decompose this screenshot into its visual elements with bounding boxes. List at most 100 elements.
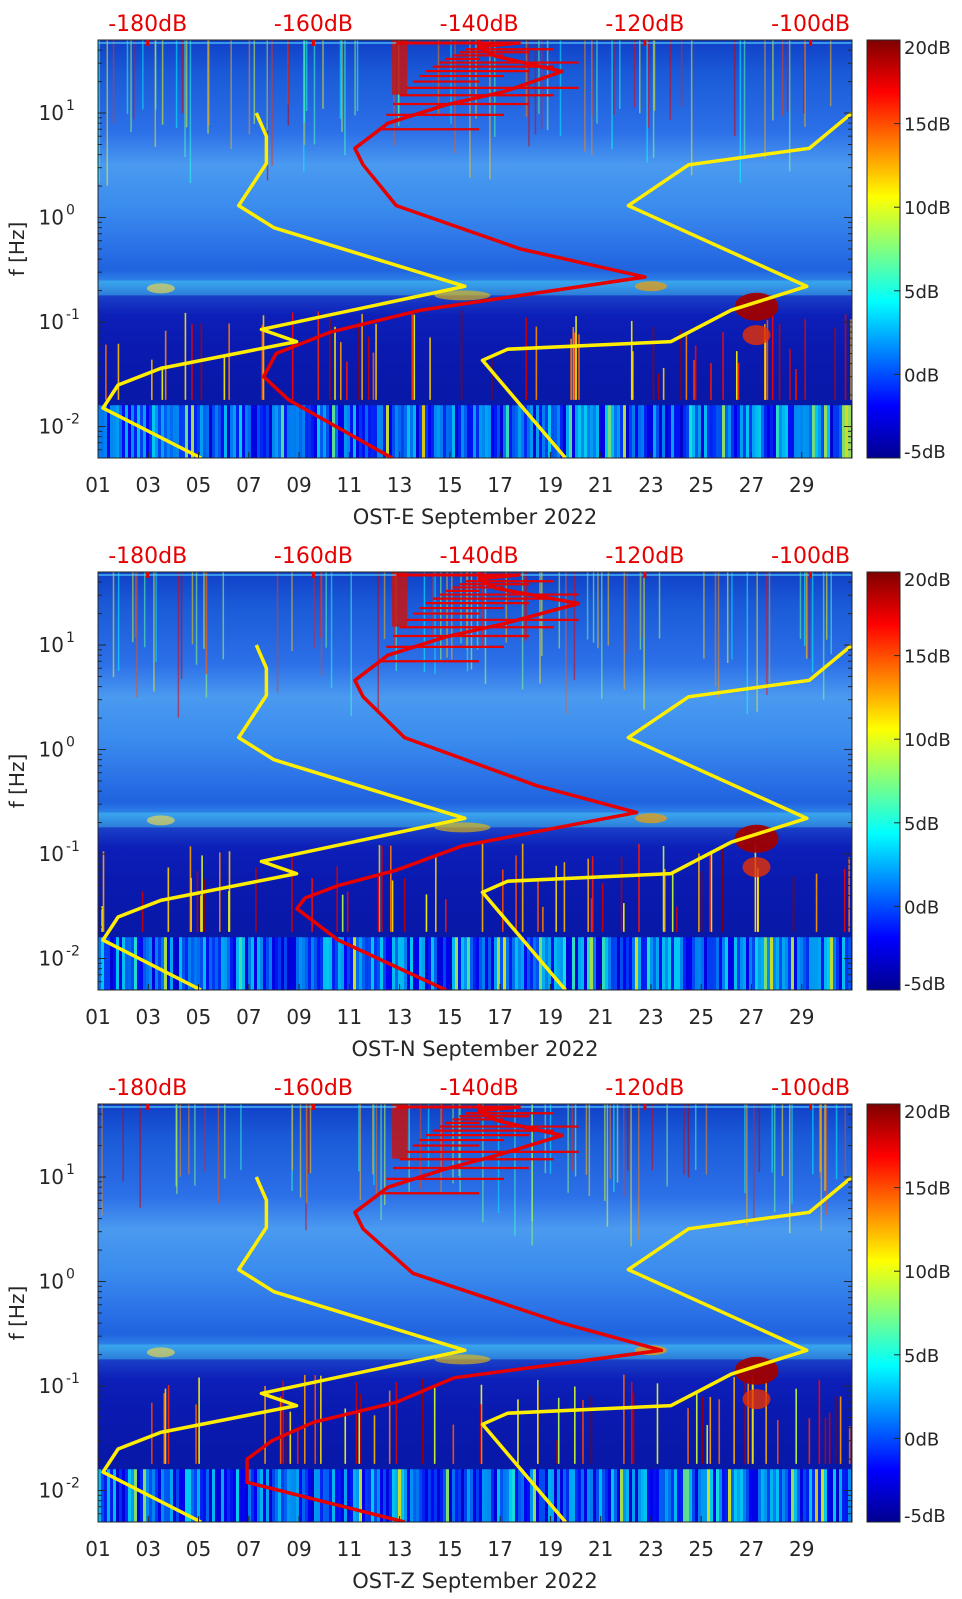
heatmap-low-band-column (245, 1469, 248, 1522)
top-db-tick-label: -140dB (440, 1076, 519, 1101)
heatmap-low-band-column (200, 937, 203, 990)
heatmap-low-band-column (194, 1469, 197, 1522)
heatmap-hf-streak (803, 572, 806, 646)
heatmap-transient-streak (808, 1418, 811, 1464)
heatmap-hf-streak (627, 1104, 629, 1171)
top-db-tick-label: -140dB (440, 12, 519, 37)
heatmap-hf-streak (574, 1104, 577, 1177)
spectrogram-heatmap (98, 1104, 852, 1522)
heatmap-low-band-column (119, 405, 122, 458)
heatmap-low-band-column (653, 1469, 656, 1522)
heatmap-transient-streak (264, 1385, 266, 1464)
heatmap-transient-streak (296, 1428, 299, 1464)
heatmap-low-band-column (233, 937, 236, 990)
colorbar-tick-label: 0dB (904, 365, 939, 386)
heatmap-transient-streak (795, 369, 797, 400)
heatmap-low-band-column (359, 937, 362, 990)
heatmap-low-band-column (488, 937, 491, 990)
heatmap-low-band-column (203, 1469, 206, 1522)
heatmap-hf-streak (434, 572, 436, 675)
y-tick-exponent: 1 (66, 98, 75, 114)
heatmap-low-band-column (449, 405, 452, 458)
heatmap-transient-streak (303, 1374, 306, 1464)
heatmap-low-band-column (266, 1469, 269, 1522)
heatmap-low-band-column (539, 1469, 542, 1522)
heatmap-transient-streak (429, 337, 431, 400)
heatmap-low-band-column (794, 937, 797, 990)
heatmap-low-band-column (530, 1469, 533, 1522)
heatmap-low-band-column (566, 1469, 569, 1522)
heatmap-low-band-column (680, 405, 683, 458)
heatmap-transient-streak (358, 322, 360, 400)
heatmap-low-band-column (251, 937, 254, 990)
heatmap-low-band-column (236, 1469, 239, 1522)
heatmap-low-band-column (746, 405, 749, 458)
heatmap-low-band-column (101, 405, 104, 458)
heatmap-low-band-column (446, 937, 449, 990)
heatmap-event-block (392, 572, 408, 627)
heatmap-low-band-column (641, 937, 644, 990)
heatmap-low-band-column (683, 1469, 686, 1522)
heatmap-low-band-column (818, 937, 821, 990)
heatmap-low-band-column (782, 1469, 785, 1522)
heatmap-low-band-column (164, 1469, 167, 1522)
heatmap-low-band-column (824, 937, 827, 990)
heatmap-transient-streak (515, 855, 517, 932)
heatmap-low-band-column (389, 1469, 392, 1522)
x-tick-label: 27 (739, 1537, 764, 1561)
heatmap-low-band-column (515, 1469, 518, 1522)
heatmap-transient-streak (422, 1378, 424, 1464)
heatmap-low-band-column (254, 405, 257, 458)
heatmap-low-band-column (311, 937, 314, 990)
heatmap-low-band-column (497, 937, 500, 990)
heatmap-low-band-column (239, 1469, 242, 1522)
curve-layer (101, 573, 852, 990)
heatmap-low-band-column (647, 937, 650, 990)
heatmap-low-band-column (752, 1469, 755, 1522)
heatmap-transient-streak (706, 1424, 709, 1464)
colorbar-tick-label: 20dB (904, 1102, 951, 1123)
heatmap-transient-streak (556, 1440, 558, 1464)
heatmap-low-band-column (587, 937, 590, 990)
heatmap-low-band-column (599, 405, 602, 458)
y-tick-label: 10 (39, 415, 64, 439)
heatmap-low-band-column (830, 405, 833, 458)
heatmap-low-band-column (755, 937, 758, 990)
heatmap-low-band-column (110, 405, 113, 458)
heatmap-low-band-column (335, 405, 338, 458)
heatmap-low-band-column (209, 405, 212, 458)
heatmap-low-band-column (107, 937, 110, 990)
heatmap-hf-streak (803, 40, 805, 114)
heatmap-low-band-column (242, 937, 245, 990)
heatmap-low-band-column (353, 1469, 356, 1522)
heatmap-low-band-column (626, 1469, 629, 1522)
heatmap-low-band-column (503, 405, 506, 458)
heatmap-low-band-column (554, 937, 557, 990)
heatmap-hf-streak (772, 40, 774, 121)
heatmap-low-band-column (332, 1469, 335, 1522)
heatmap-transient-streak (196, 870, 199, 932)
heatmap-transient-streak (764, 340, 767, 400)
heatmap-low-band-column (218, 405, 221, 458)
heatmap-transient-streak (657, 373, 660, 400)
heatmap-low-band-column (128, 405, 131, 458)
heatmap-low-band-column (377, 1469, 380, 1522)
heatmap-low-band-column (320, 1469, 323, 1522)
heatmap-low-band-column (581, 937, 584, 990)
heatmap-low-band-column (659, 1469, 662, 1522)
heatmap-transient-streak (587, 858, 590, 932)
heatmap-hf-streak (372, 1104, 374, 1175)
heatmap-low-band-column (314, 1469, 317, 1522)
heatmap-low-band-column (569, 405, 572, 458)
heatmap-hf-streak (812, 1104, 814, 1175)
heatmap-low-band-column (383, 937, 386, 990)
heatmap-transient-streak (425, 894, 428, 932)
heatmap-low-band-column (656, 1469, 659, 1522)
heatmap-low-band-column (569, 937, 572, 990)
heatmap-low-band-column (419, 937, 422, 990)
heatmap-low-band-column (779, 937, 782, 990)
heatmap-low-band-column (500, 405, 503, 458)
curve-layer (101, 41, 852, 458)
heatmap-low-band-column (566, 937, 569, 990)
heatmap-low-band-column (689, 405, 692, 458)
